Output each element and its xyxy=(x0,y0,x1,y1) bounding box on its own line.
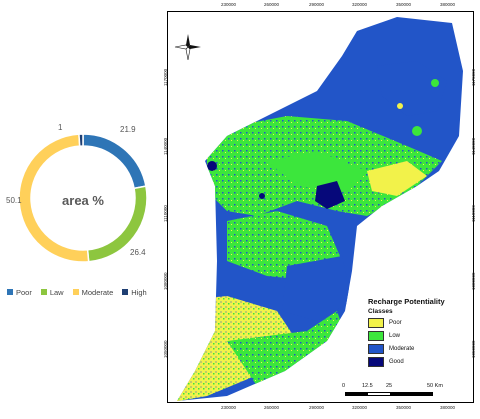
tick-top-1: 230000 xyxy=(221,2,237,7)
legend-swatch-high xyxy=(122,289,129,295)
tick-top-6: 380000 xyxy=(440,2,456,7)
north-arrow-icon xyxy=(174,34,201,61)
donut-chart: 21.9 26.4 50.1 1 area % xyxy=(0,110,165,310)
map-legend-subtitle: Classes xyxy=(368,308,393,315)
donut-slice-high xyxy=(78,133,84,147)
donut-label-high: 1 xyxy=(58,123,63,132)
tick-bottom-3: 290000 xyxy=(309,405,325,410)
legend-item-moderate: Moderate xyxy=(72,287,114,297)
scale-label-12-5: 12.5 xyxy=(362,383,373,389)
map-legend-item-low: Low xyxy=(368,331,468,341)
map-legend-title: Recharge Potentiality xyxy=(368,297,445,306)
donut-label-low: 26.4 xyxy=(130,248,146,257)
donut-label-poor: 21.9 xyxy=(120,125,136,134)
donut-label-moderate: 50.1 xyxy=(6,196,22,205)
legend-swatch-law xyxy=(40,289,47,295)
map-legend-swatch-good xyxy=(368,357,384,367)
map-legend-label-low: Low xyxy=(389,333,401,339)
donut-svg xyxy=(18,133,148,263)
legend-swatch-poor xyxy=(7,289,13,295)
map-legend-label-good: Good xyxy=(389,359,404,365)
map-legend-label-moderate: Moderate xyxy=(389,346,415,352)
tick-bottom-6: 380000 xyxy=(440,405,456,410)
tick-top-3: 290000 xyxy=(309,2,325,7)
map-legend: Recharge Potentiality Classes Poor Low M… xyxy=(368,297,468,367)
recharge-map xyxy=(177,17,463,401)
tick-bottom-1: 230000 xyxy=(221,405,237,410)
scale-label-50km: 50 Km xyxy=(427,383,443,389)
legend-item-law: Law xyxy=(40,287,64,297)
tick-bottom-4: 320000 xyxy=(352,405,368,410)
scale-bar: 0 12.5 25 50 Km xyxy=(342,383,457,403)
scale-label-25: 25 xyxy=(386,383,393,389)
legend-label-poor: Poor xyxy=(16,287,32,297)
map-legend-item-moderate: Moderate xyxy=(368,344,468,354)
map-legend-item-poor: Poor xyxy=(368,318,468,328)
map-legend-label-poor: Poor xyxy=(389,320,402,326)
legend-swatch-moderate xyxy=(72,289,79,295)
legend-item-poor: Poor xyxy=(7,288,32,297)
legend-label-moderate: Moderate xyxy=(81,287,114,297)
tick-top-2: 260000 xyxy=(264,2,280,7)
tick-top-5: 350000 xyxy=(396,2,412,7)
legend-label-law: Law xyxy=(49,287,64,297)
map-legend-item-good: Good xyxy=(368,357,468,367)
tick-bottom-2: 260000 xyxy=(264,405,280,410)
scale-bar-graphic xyxy=(345,392,433,396)
scale-label-0: 0 xyxy=(342,383,346,389)
legend-item-high: High xyxy=(122,287,147,297)
donut-slice-poor xyxy=(82,133,147,190)
donut-title: area % xyxy=(62,193,104,208)
map-legend-swatch-poor xyxy=(368,318,384,328)
map-legend-swatch-low xyxy=(368,331,384,341)
donut-legend: Poor Law Moderate High xyxy=(7,286,147,298)
map-legend-swatch-moderate xyxy=(368,344,384,354)
legend-label-high: High xyxy=(131,287,147,297)
tick-bottom-5: 350000 xyxy=(396,405,412,410)
tick-top-4: 320000 xyxy=(352,2,368,7)
